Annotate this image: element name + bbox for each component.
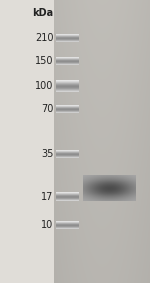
- Text: 100: 100: [35, 81, 53, 91]
- Text: 70: 70: [41, 104, 53, 114]
- Text: 150: 150: [35, 56, 53, 66]
- Bar: [0, 0, 54, 283]
- Text: 17: 17: [41, 192, 53, 202]
- Text: 210: 210: [35, 33, 53, 43]
- Text: 35: 35: [41, 149, 53, 159]
- Text: kDa: kDa: [32, 8, 53, 18]
- Text: 10: 10: [41, 220, 53, 230]
